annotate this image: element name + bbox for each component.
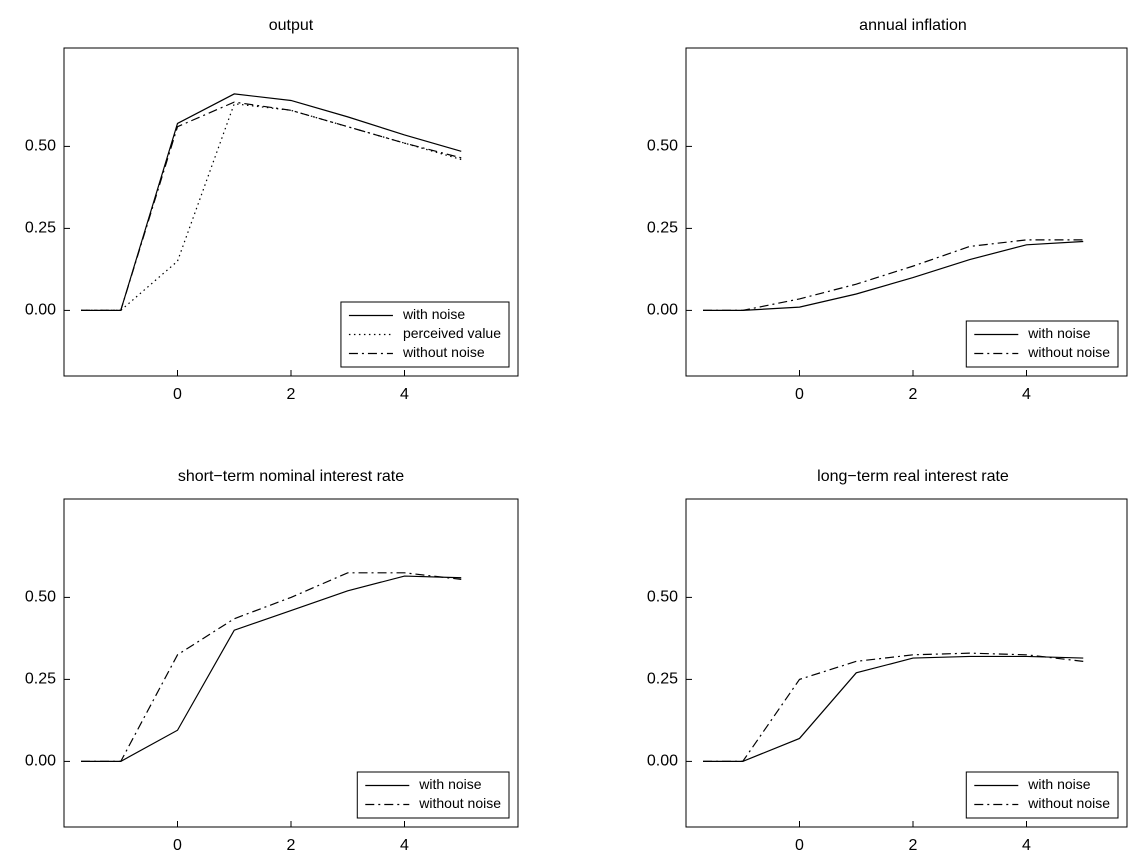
chart-title: annual inflation [859, 17, 967, 34]
panel: annual inflation 0 2 4 0.00 0.25 0.50 with nois… [647, 17, 1128, 403]
x-tick-label: 4 [1022, 386, 1031, 403]
y-tick-label: 0.50 [25, 589, 56, 606]
series-line [81, 575, 462, 762]
x-tick-label: 4 [1022, 837, 1031, 854]
y-tick-label: 0.50 [647, 138, 678, 155]
legend-label: without noise [1027, 344, 1110, 360]
x-tick-label: 0 [173, 837, 182, 854]
x-tick-label: 0 [795, 837, 804, 854]
series-line [81, 101, 462, 311]
panel: output 0 2 4 0.00 0.25 0.50 with noise perceived… [25, 17, 519, 403]
plot-frame [685, 47, 1128, 377]
y-tick-label: 0.25 [25, 671, 56, 688]
legend-box [356, 771, 510, 819]
plot-frame [685, 498, 1128, 828]
panel: short−term nominal interest rate 0 2 4 0.00 0… [25, 468, 519, 854]
legend-label: without noise [402, 344, 485, 360]
series-line [81, 103, 462, 311]
x-tick-label: 0 [173, 386, 182, 403]
y-tick-label: 0.50 [647, 589, 678, 606]
x-tick-label: 4 [400, 386, 409, 403]
x-tick-label: 2 [909, 386, 918, 403]
legend: with noise without noise [965, 771, 1119, 819]
x-tick-label: 4 [400, 837, 409, 854]
legend-box [965, 320, 1119, 368]
y-tick-label: 0.00 [647, 753, 678, 770]
series-line [703, 240, 1084, 311]
series-line [703, 652, 1084, 762]
series-line [81, 93, 462, 311]
panel: long−term real interest rate 0 2 4 0.00 0.25 0… [647, 468, 1128, 854]
legend-label: with noise [1027, 776, 1090, 792]
y-tick-label: 0.00 [25, 753, 56, 770]
y-tick-label: 0.25 [647, 671, 678, 688]
legend-box [965, 771, 1119, 819]
chart-title: short−term nominal interest rate [178, 468, 404, 485]
chart-title: output [269, 17, 314, 34]
y-tick-label: 0.50 [25, 138, 56, 155]
legend: with noise without noise [356, 771, 510, 819]
legend-label: without noise [1027, 795, 1110, 811]
legend-label: with noise [1027, 325, 1090, 341]
x-tick-label: 2 [909, 837, 918, 854]
x-tick-label: 0 [795, 386, 804, 403]
legend-box [340, 301, 510, 368]
legend-label: with noise [418, 776, 481, 792]
series-line [703, 655, 1084, 762]
y-tick-label: 0.00 [647, 302, 678, 319]
y-tick-label: 0.00 [25, 302, 56, 319]
x-tick-label: 2 [287, 386, 296, 403]
series-line [703, 239, 1084, 311]
x-tick-label: 2 [287, 837, 296, 854]
series-line [81, 572, 462, 762]
legend-label: with noise [402, 306, 465, 322]
legend: with noise without noise [965, 320, 1119, 368]
legend: with noise perceived value without noise [340, 301, 510, 368]
legend-label: perceived value [403, 325, 501, 341]
legend-label: without noise [418, 795, 501, 811]
y-tick-label: 0.25 [25, 220, 56, 237]
chart-title: long−term real interest rate [817, 468, 1009, 485]
y-tick-label: 0.25 [647, 220, 678, 237]
